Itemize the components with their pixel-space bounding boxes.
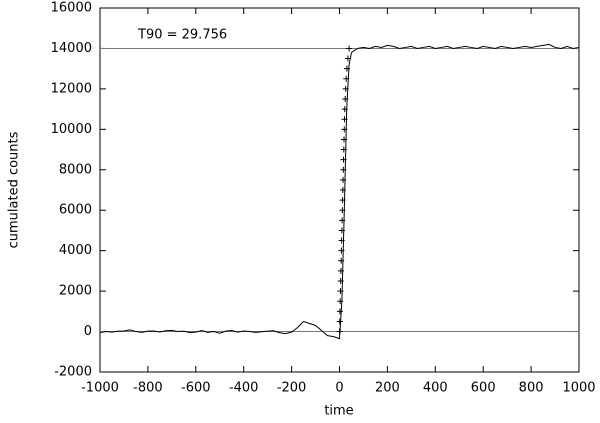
y-axis-label: cumulated counts <box>7 131 22 248</box>
plus-marker <box>340 166 347 173</box>
x-tick-label: 600 <box>471 381 496 396</box>
x-tick-label: 1000 <box>562 381 595 396</box>
plus-marker <box>338 257 345 264</box>
x-tick-label: -400 <box>229 381 259 396</box>
y-tick-label: 14000 <box>51 41 92 56</box>
x-tick-label: 400 <box>423 381 448 396</box>
x-tick-label: -1000 <box>81 381 119 396</box>
annotation: T90 = 29.756 <box>137 28 227 43</box>
plus-marker <box>338 227 345 234</box>
plot-frame <box>99 7 580 373</box>
plus-marker <box>339 207 346 214</box>
plus-marker <box>342 85 349 92</box>
plus-marker <box>343 75 350 82</box>
x-tick-label: 200 <box>375 381 400 396</box>
plus-marker <box>336 318 343 325</box>
x-tick-label: -600 <box>181 381 211 396</box>
plus-marker <box>340 176 347 183</box>
plus-marker <box>346 45 353 52</box>
x-axis-label: time <box>324 404 353 419</box>
x-tick-label: 0 <box>335 381 343 396</box>
plus-marker <box>337 288 344 295</box>
y-tick-label: 0 <box>84 324 92 339</box>
plus-marker <box>337 298 344 305</box>
y-tick-label: 8000 <box>59 162 92 177</box>
y-tick-label: 10000 <box>51 122 92 137</box>
plus-marker <box>340 156 347 163</box>
plus-marker <box>336 328 343 335</box>
plus-marker <box>341 106 348 113</box>
x-tick-label: 800 <box>519 381 544 396</box>
x-tick-label: -800 <box>133 381 163 396</box>
y-tick-label: 12000 <box>51 81 92 96</box>
plus-marker <box>337 267 344 274</box>
plus-marker <box>337 278 344 284</box>
plus-marker <box>339 187 346 193</box>
y-tick-label: -2000 <box>54 365 92 380</box>
y-tick-label: 2000 <box>59 284 92 299</box>
y-tick-label: 4000 <box>59 243 92 258</box>
data-line <box>99 43 580 340</box>
plus-marker <box>336 308 343 315</box>
x-tick-label: -200 <box>277 381 307 396</box>
plus-marker <box>339 217 346 224</box>
plus-marker <box>342 96 349 102</box>
plus-marker <box>344 55 351 62</box>
plus-marker <box>341 136 348 143</box>
plus-marker <box>338 247 345 254</box>
plus-marker <box>339 197 346 204</box>
plus-marker <box>340 146 347 153</box>
plus-marker <box>341 126 348 133</box>
y-tick-label: 16000 <box>51 1 92 16</box>
plus-marker <box>338 237 345 244</box>
plus-marker <box>343 65 350 72</box>
plus-marker <box>341 116 348 123</box>
y-tick-label: 6000 <box>59 203 92 218</box>
